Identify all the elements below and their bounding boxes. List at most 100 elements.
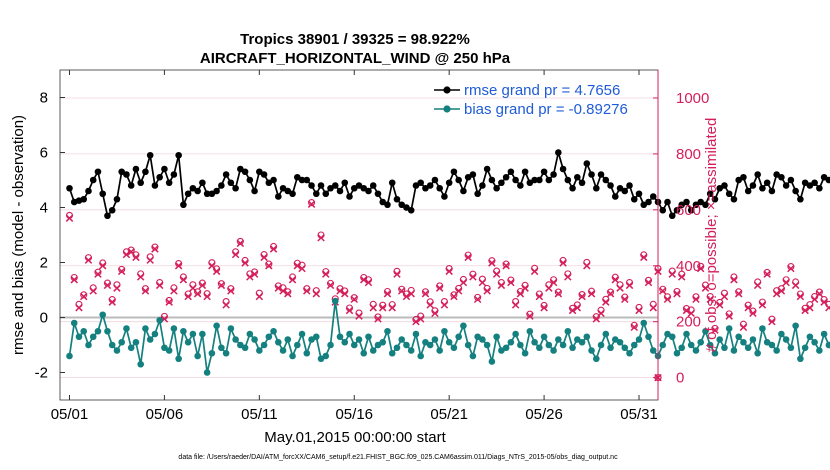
obs-assimilated-marker [217, 281, 226, 290]
rmse-point [754, 171, 761, 178]
x-tick-label: 05/26 [525, 406, 563, 423]
rmse-point [156, 173, 163, 181]
rmse-point [199, 179, 206, 187]
bias-point [407, 347, 415, 354]
rmse-point [431, 176, 439, 184]
bias-point [369, 347, 377, 354]
rmse-point [778, 173, 785, 181]
bias-point [398, 336, 406, 343]
rmse-point [711, 195, 719, 203]
obs-assimilated-marker [312, 289, 321, 298]
rmse-point [502, 173, 510, 181]
rmse-point [341, 179, 349, 187]
y-left-tick-label: 8 [40, 90, 48, 107]
obs-assimilated-marker [630, 323, 639, 332]
obs-assimilated-marker [621, 295, 629, 304]
bias-point [222, 349, 230, 357]
rmse-point [621, 187, 629, 195]
obs-assimilated-marker [146, 256, 154, 264]
bias-point [659, 341, 667, 349]
bias-point [540, 333, 548, 341]
bias-point [213, 322, 220, 330]
legend-rmse-marker [443, 86, 451, 94]
rmse-point [588, 171, 595, 178]
bias-point [744, 344, 752, 352]
rmse-point [645, 198, 652, 206]
bias-point [825, 341, 830, 349]
obs-assimilated-marker [739, 323, 748, 332]
obs-assimilated-marker [734, 289, 743, 298]
rmse-point [730, 195, 738, 203]
rmse-point [683, 198, 690, 206]
obs-assimilated-marker [573, 303, 582, 312]
rmse-point [602, 176, 610, 184]
obs-assimilated-marker [507, 278, 515, 287]
bias-point [189, 330, 197, 338]
rmse-point [816, 184, 823, 192]
rmse-point [702, 201, 709, 209]
rmse-point [630, 195, 638, 203]
bias-point [175, 355, 182, 363]
obs-assimilated-marker [635, 306, 643, 315]
obs-assimilated-marker [549, 278, 558, 287]
rmse-point [336, 187, 344, 195]
bias-point [156, 316, 163, 324]
rmse-point [426, 182, 434, 189]
bias-point [583, 333, 591, 341]
bias-point [251, 336, 258, 343]
rmse-point [792, 187, 799, 195]
obs-assimilated-marker [673, 289, 681, 298]
obs-assimilated-marker [141, 287, 150, 295]
bias-point [526, 327, 534, 335]
obs-assimilated-marker [170, 287, 178, 295]
obs-assimilated-marker [241, 259, 249, 267]
obs-assimilated-marker [246, 273, 254, 281]
obs-assimilated-marker [540, 303, 548, 312]
rmse-point [607, 182, 614, 189]
obs-assimilated-marker [231, 250, 240, 259]
bias-point [593, 355, 600, 363]
obs-assimilated-marker [84, 256, 93, 264]
bias-point [431, 336, 439, 343]
obs-assimilated-marker [578, 292, 586, 301]
obs-assimilated-marker [806, 303, 814, 312]
rmse-point [151, 182, 159, 189]
rmse-point [787, 176, 795, 184]
obs-assimilated-marker [288, 276, 297, 284]
bias-point [721, 344, 728, 352]
rmse-point [180, 201, 187, 209]
obs-assimilated-marker [79, 292, 88, 301]
bias-point [70, 319, 78, 327]
bias-point [460, 322, 467, 330]
obs-possible-marker [398, 285, 406, 293]
rmse-point [635, 190, 643, 198]
bias-point [94, 327, 102, 335]
rmse-point [460, 187, 467, 195]
obs-assimilated-marker [94, 270, 102, 278]
rmse-point [474, 190, 481, 198]
bias-point [607, 344, 614, 352]
bias-point [630, 341, 638, 349]
rmse-point [744, 187, 752, 195]
obs-possible-marker [659, 285, 667, 293]
rmse-point [303, 176, 311, 184]
legend-rmse-label: rmse grand pr = 4.7656 [464, 82, 620, 99]
bias-point [626, 349, 633, 357]
obs-assimilated-marker [364, 278, 373, 287]
obs-assimilated-marker [730, 276, 738, 284]
obs-assimilated-marker [649, 303, 657, 312]
bias-point [275, 338, 282, 346]
bias-point [294, 341, 301, 349]
legend-bias-label: bias grand pr = -0.89276 [464, 101, 628, 118]
obs-assimilated-marker [753, 281, 762, 290]
obs-assimilated-marker [511, 301, 520, 309]
bias-point [649, 347, 657, 354]
bias-point [550, 347, 557, 354]
obs-assimilated-marker [535, 292, 544, 301]
rmse-point [108, 206, 116, 214]
bias-point [227, 325, 235, 332]
obs-assimilated-marker [179, 276, 188, 284]
bias-point [801, 344, 809, 352]
obs-assimilated-marker [801, 306, 809, 315]
y-right-tick-label: 200 [676, 314, 701, 331]
